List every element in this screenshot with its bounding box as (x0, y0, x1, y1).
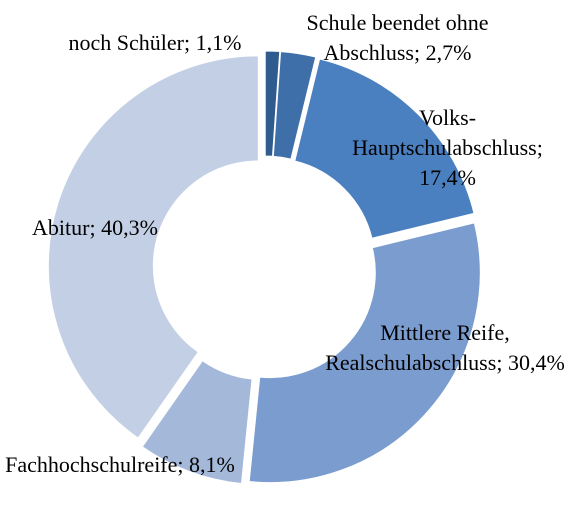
donut-segment (294, 58, 475, 239)
value-label: 17,4% (419, 165, 476, 190)
category-label: Abitur (32, 215, 90, 240)
data-label: Schule beendet ohne Abschluss; 2,7% (306, 10, 489, 65)
donut-segment (264, 50, 281, 157)
value-label: 2,7% (425, 40, 472, 65)
donut-segment (248, 222, 481, 484)
data-label: Volks-Hauptschulabschluss; 17,4% (352, 105, 543, 190)
category-label: Fachhochschulreife (5, 452, 178, 477)
category-label: noch Schüler (68, 30, 184, 55)
value-label: 30,4% (507, 350, 565, 375)
donut-segment (47, 55, 259, 439)
value-label: 8,1% (189, 452, 235, 477)
category-label: Schule beendet ohne Abschluss (306, 10, 489, 65)
donut-segment (272, 51, 317, 160)
data-label: Fachhochschulreife; 8,1% (5, 452, 235, 477)
value-label: 1,1% (195, 30, 242, 55)
data-label: Mittlere Reife, Realschulabschluss; 30,4… (325, 320, 565, 375)
data-label: noch Schüler; 1,1% (68, 30, 242, 55)
donut-segment (141, 359, 253, 485)
value-label: 40,3% (101, 215, 158, 240)
category-label: Volks-Hauptschulabschluss (352, 105, 537, 160)
data-label: Abitur; 40,3% (32, 215, 158, 240)
category-label: Mittlere Reife, Realschulabschluss (325, 320, 510, 375)
